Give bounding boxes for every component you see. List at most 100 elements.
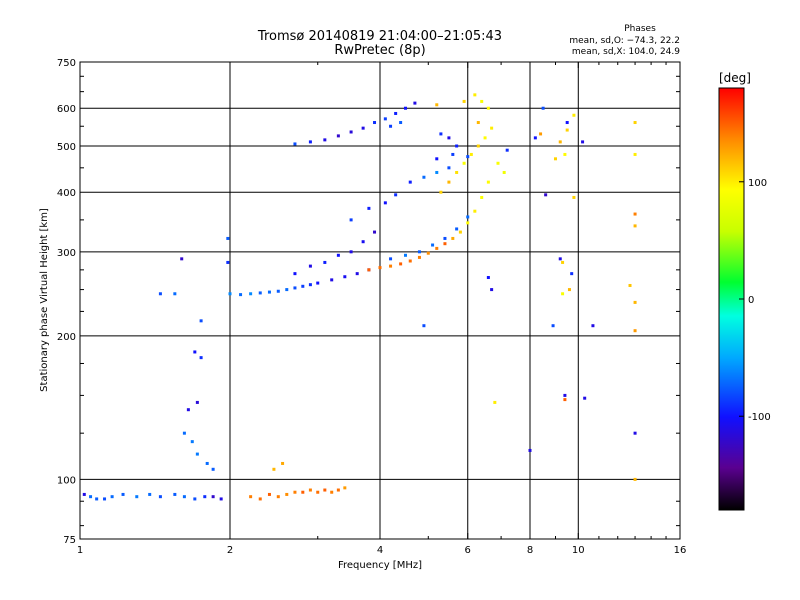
data-point xyxy=(281,461,285,465)
data-point xyxy=(417,255,421,259)
data-point xyxy=(563,393,567,397)
data-point xyxy=(121,492,125,496)
data-point xyxy=(308,488,312,492)
data-point xyxy=(182,495,186,499)
data-point xyxy=(316,281,320,285)
data-point xyxy=(173,492,177,496)
data-point xyxy=(195,452,199,456)
y-tick-label: 500 xyxy=(57,142,76,153)
data-point xyxy=(435,103,439,107)
data-point xyxy=(541,106,545,110)
data-point xyxy=(389,257,393,261)
data-point xyxy=(486,276,490,280)
x-tick-labels: 1 2 4 6 8 10 16 xyxy=(77,545,687,556)
data-point xyxy=(466,215,470,219)
data-point xyxy=(293,286,297,290)
data-point xyxy=(451,236,455,240)
data-point xyxy=(293,142,297,146)
x-tick-label: 8 xyxy=(527,545,533,556)
stats-line-x: mean, sd,X: 104.0, 24.9 xyxy=(572,47,680,57)
data-point xyxy=(451,152,455,156)
data-point xyxy=(389,124,393,128)
data-point xyxy=(199,319,203,323)
colorbar-tick-label: 0 xyxy=(748,295,754,306)
data-point xyxy=(581,140,585,144)
data-point xyxy=(483,136,487,140)
data-point xyxy=(480,195,484,199)
data-point xyxy=(323,138,327,142)
data-point xyxy=(633,121,637,125)
data-point xyxy=(308,283,312,287)
data-point xyxy=(403,253,407,257)
data-point xyxy=(373,230,377,234)
data-point xyxy=(561,260,565,264)
data-point xyxy=(389,264,393,268)
data-point xyxy=(173,292,177,296)
data-point xyxy=(466,155,470,159)
data-point xyxy=(394,111,398,115)
data-point xyxy=(199,356,203,360)
data-point xyxy=(355,272,359,276)
data-point xyxy=(219,497,223,501)
x-tick-label: 4 xyxy=(377,545,383,556)
data-point xyxy=(186,408,190,412)
data-point xyxy=(558,257,562,261)
data-point xyxy=(633,300,637,304)
data-point xyxy=(308,264,312,268)
data-point xyxy=(135,495,139,499)
data-point xyxy=(493,400,497,404)
data-point xyxy=(539,132,543,136)
data-point xyxy=(336,134,340,138)
data-point xyxy=(272,467,276,471)
y-tick-label: 200 xyxy=(57,332,76,343)
data-point xyxy=(633,212,637,216)
data-point xyxy=(473,93,477,97)
data-point xyxy=(422,175,426,179)
data-point xyxy=(458,230,462,234)
data-point xyxy=(205,461,209,465)
data-point xyxy=(408,259,412,263)
data-point xyxy=(383,201,387,205)
data-point xyxy=(567,288,571,292)
data-point xyxy=(565,121,569,125)
data-point xyxy=(439,190,443,194)
scatter-points xyxy=(82,93,637,501)
data-point xyxy=(570,272,574,276)
data-point xyxy=(633,431,637,435)
data-point xyxy=(544,193,548,197)
data-point xyxy=(443,242,447,246)
x-tick-label: 2 xyxy=(227,545,233,556)
data-point xyxy=(95,497,99,501)
x-axis-label: Frequency [MHz] xyxy=(338,560,422,571)
data-point xyxy=(336,253,340,257)
data-point xyxy=(349,130,353,134)
colorbar-tick-label: 100 xyxy=(748,178,767,189)
data-point xyxy=(583,396,587,400)
data-point xyxy=(486,106,490,110)
data-point xyxy=(490,126,494,130)
x-tick-label: 1 xyxy=(77,545,83,556)
data-point xyxy=(455,170,459,174)
data-point xyxy=(378,266,382,270)
data-point xyxy=(367,268,371,272)
data-point xyxy=(249,292,253,296)
data-point xyxy=(455,144,459,148)
data-point xyxy=(258,497,262,501)
data-point xyxy=(293,490,297,494)
data-point xyxy=(343,275,347,279)
data-point xyxy=(316,490,320,494)
data-point xyxy=(417,250,421,254)
data-point xyxy=(435,157,439,161)
data-point xyxy=(447,136,451,140)
data-point xyxy=(431,243,435,247)
data-point xyxy=(158,292,162,296)
colorbar-ticks: 100 0 -100 xyxy=(739,178,771,423)
data-point xyxy=(572,195,576,199)
data-point xyxy=(349,250,353,254)
data-point xyxy=(211,467,215,471)
y-tick-label: 600 xyxy=(57,104,76,115)
data-point xyxy=(308,140,312,144)
colorbar-tick-label: -100 xyxy=(748,412,771,423)
data-point xyxy=(211,495,215,499)
data-point xyxy=(633,152,637,156)
